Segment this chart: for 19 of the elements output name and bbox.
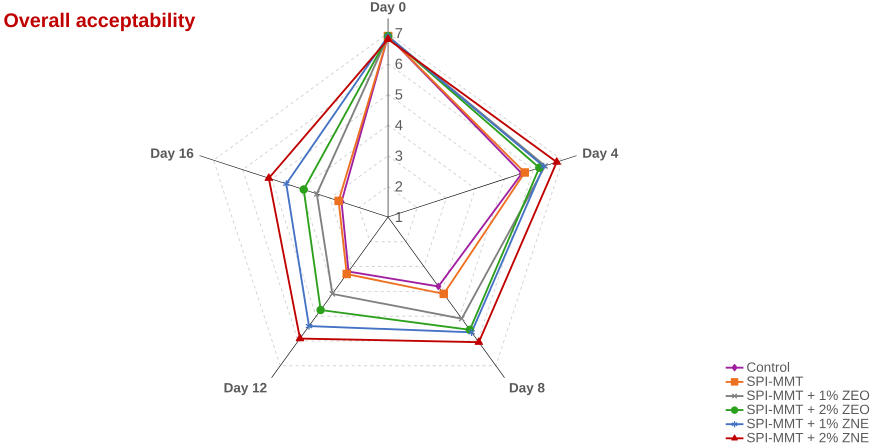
legend-label: SPI-MMT + 1% ZEO: [747, 390, 870, 400]
y-tick-label: 3: [395, 150, 402, 161]
legend-label: SPI-MMT + 2% ZNE: [747, 432, 868, 442]
spoke-label: Day 8: [510, 382, 545, 396]
legend-label: Control: [747, 362, 790, 372]
y-tick-label: 4: [395, 120, 402, 130]
spoke-label: Day 12: [224, 382, 267, 396]
y-tick-label: 7: [396, 28, 402, 38]
text: Overall acceptability: [4, 12, 196, 32]
y-tick-label: 5: [395, 89, 402, 100]
legend-label: SPI-MMT + 1% ZNE: [747, 418, 868, 428]
y-tick-label: 2: [396, 181, 402, 192]
y-tick-label: 1: [396, 212, 402, 222]
spoke-label: Day 0: [370, 2, 406, 14]
spoke-label: Day 4: [583, 148, 618, 161]
y-tick-label: 6: [396, 58, 402, 69]
legend-label: SPI-MMT: [747, 376, 804, 386]
legend-label: SPI-MMT + 2% ZEO: [747, 404, 870, 414]
spoke-label: Day 16: [151, 148, 194, 161]
